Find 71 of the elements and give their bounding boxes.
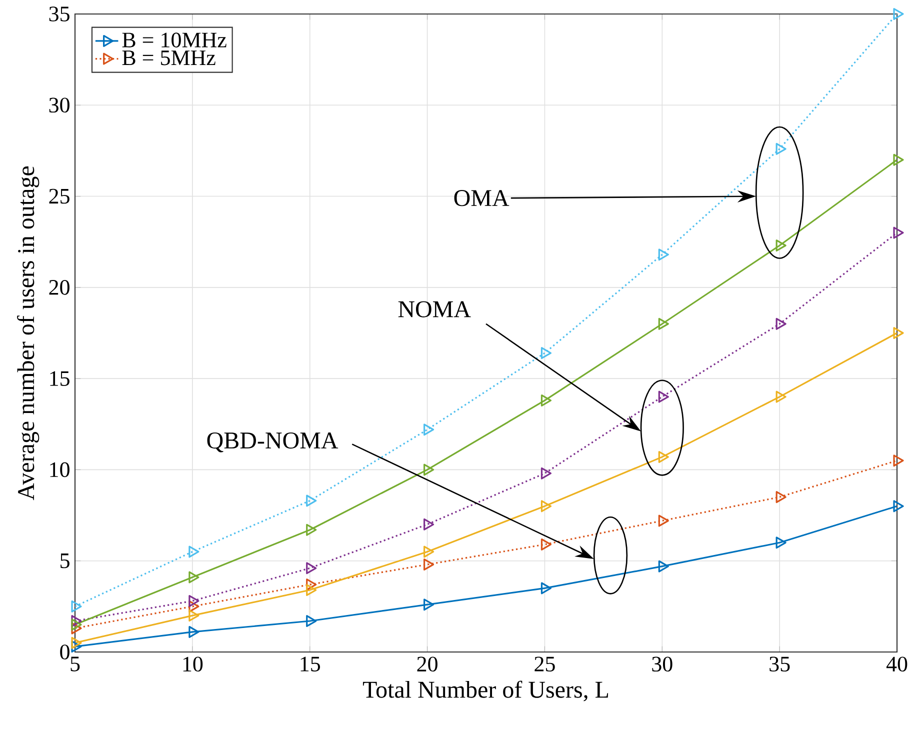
y-tick-label: 10 — [50, 462, 70, 478]
point — [658, 390, 669, 403]
point — [188, 571, 200, 584]
x-tick-label: 40 — [886, 656, 908, 672]
x-tick-label: 5 — [70, 656, 80, 672]
point — [423, 464, 434, 476]
point — [776, 142, 786, 155]
point — [540, 467, 552, 480]
point — [776, 536, 786, 549]
point — [658, 450, 669, 463]
point — [423, 598, 434, 611]
x-tick-label: 10 — [183, 656, 203, 672]
point — [540, 394, 552, 406]
point — [306, 524, 317, 536]
y-tick-label: 20 — [49, 280, 70, 295]
point — [71, 636, 82, 649]
x-tick-label: 35 — [770, 656, 790, 672]
point — [540, 500, 552, 512]
point — [893, 8, 904, 20]
point — [71, 622, 82, 634]
annotation: OMA — [454, 190, 510, 206]
x-tick-label: 25 — [534, 656, 555, 672]
y-tick-label: 35 — [49, 6, 70, 22]
y-tick-label: 25 — [49, 188, 70, 204]
point — [540, 347, 552, 360]
point — [306, 615, 317, 628]
legend-label: B = 10MHz — [122, 32, 226, 48]
point — [658, 514, 669, 527]
point — [188, 594, 200, 607]
point — [423, 424, 434, 436]
point — [776, 491, 786, 504]
point — [423, 518, 434, 530]
x-tick-label: 20 — [417, 656, 438, 672]
y-tick-label: 5 — [60, 554, 70, 568]
point — [540, 582, 552, 594]
point — [188, 610, 200, 622]
point — [893, 327, 904, 339]
point — [71, 640, 82, 653]
point — [658, 248, 669, 261]
point — [893, 500, 904, 512]
point — [776, 240, 786, 252]
point — [658, 318, 669, 330]
point — [306, 562, 317, 574]
point — [423, 558, 434, 570]
y-tick-label: 15 — [50, 371, 70, 386]
y-axis-title: Average number of users in outage — [17, 166, 40, 500]
point — [71, 615, 82, 628]
x-tick-label: 30 — [652, 656, 672, 672]
x-axis-title: Total Number of Users, L — [362, 680, 608, 702]
point — [306, 494, 317, 507]
point — [306, 578, 317, 591]
point — [188, 626, 200, 638]
x-tick-label: 15 — [300, 656, 320, 672]
point — [893, 154, 904, 166]
point — [188, 546, 200, 558]
point — [540, 538, 552, 550]
annotation: QBD-NOMA — [207, 432, 338, 452]
point — [893, 454, 904, 467]
point — [776, 390, 786, 403]
point — [71, 618, 82, 631]
point — [188, 600, 200, 612]
point — [423, 546, 434, 558]
y-tick-label: 30 — [49, 98, 70, 113]
annotation: NOMA — [398, 301, 471, 318]
point — [776, 318, 786, 330]
point — [71, 600, 82, 612]
point — [893, 226, 904, 239]
point — [658, 560, 669, 572]
point — [306, 584, 317, 596]
y-tick-label: 0 — [60, 644, 70, 660]
legend-label: B = 5MHz — [122, 50, 216, 66]
